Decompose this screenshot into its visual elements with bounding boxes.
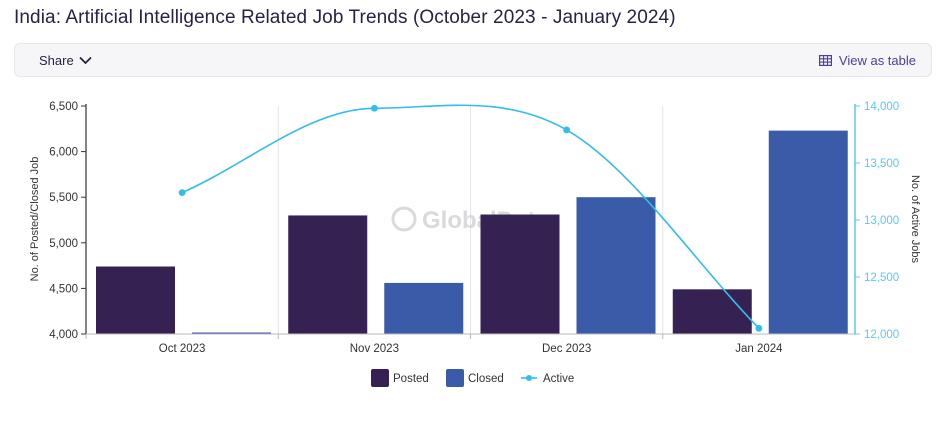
page-title: India: Artificial Intelligence Related J… bbox=[14, 7, 676, 28]
left-tick-label: 6,000 bbox=[49, 147, 78, 159]
bar-posted bbox=[288, 215, 368, 334]
bar-closed bbox=[384, 282, 464, 334]
legend-swatch-posted bbox=[371, 369, 389, 387]
legend-swatch-closed bbox=[446, 369, 464, 387]
x-tick-label: Jan 2024 bbox=[735, 343, 783, 355]
axes: 4,000 4,500 5,000 5,500 6,000 6,500 12,000 12,5… bbox=[49, 101, 899, 355]
active-point bbox=[563, 126, 571, 134]
x-tick-label: Dec 2023 bbox=[542, 343, 591, 355]
right-tick-label: 13,500 bbox=[864, 158, 899, 170]
bar-posted bbox=[672, 289, 752, 334]
bar-closed bbox=[192, 332, 271, 334]
active-point bbox=[178, 189, 186, 197]
view-as-table-button[interactable]: View as table bbox=[818, 44, 916, 76]
table-icon bbox=[818, 54, 832, 66]
bar-posted bbox=[96, 266, 175, 334]
right-tick-label: 13,000 bbox=[864, 215, 899, 227]
legend-label-posted: Posted bbox=[393, 373, 429, 385]
bar-posted bbox=[480, 214, 560, 334]
right-tick-label: 14,000 bbox=[864, 101, 899, 113]
left-axis-title: No. of Posted/Closed Job bbox=[29, 157, 41, 282]
right-tick-label: 12,000 bbox=[864, 329, 899, 341]
left-tick-label: 5,500 bbox=[49, 192, 78, 204]
bars bbox=[96, 130, 848, 334]
share-label: Share bbox=[39, 52, 74, 68]
active-point bbox=[755, 324, 763, 332]
grid-lines bbox=[277, 106, 664, 334]
chevron-down-icon bbox=[79, 56, 92, 64]
legend-label-closed: Closed bbox=[468, 373, 504, 385]
bar-closed bbox=[768, 130, 848, 334]
active-line-path bbox=[181, 104, 760, 329]
x-tick-label: Nov 2023 bbox=[350, 343, 399, 355]
x-tick-label: Oct 2023 bbox=[159, 343, 206, 355]
chart-toolbar: Share View as table bbox=[14, 43, 932, 77]
legend-label-active: Active bbox=[543, 373, 574, 385]
view-as-table-label: View as table bbox=[838, 52, 916, 68]
active-point bbox=[370, 104, 378, 112]
left-tick-label: 6,500 bbox=[49, 101, 78, 113]
bar-closed bbox=[576, 197, 656, 334]
legend-marker-active bbox=[526, 375, 532, 381]
right-axis-title: No. of Active Jobs bbox=[909, 175, 921, 264]
left-tick-label: 5,000 bbox=[49, 238, 78, 250]
legend: Posted Closed Active bbox=[371, 369, 574, 387]
active-line bbox=[178, 104, 763, 332]
right-tick-label: 12,500 bbox=[864, 272, 899, 284]
left-tick-label: 4,000 bbox=[49, 329, 78, 341]
left-tick-label: 4,500 bbox=[49, 283, 78, 295]
share-button[interactable]: Share bbox=[39, 44, 92, 76]
